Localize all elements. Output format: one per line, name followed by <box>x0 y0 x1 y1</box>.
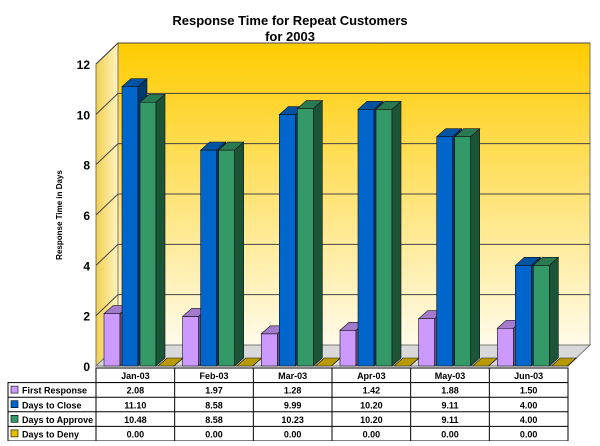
legend-label: Days to Approve <box>22 415 93 425</box>
bar-front <box>103 313 121 367</box>
y-tick-label: 4 <box>83 259 90 273</box>
data-label: 1.97 <box>205 386 223 396</box>
gridline <box>95 42 590 65</box>
data-label: 4.00 <box>520 400 538 410</box>
data-label: 8.58 <box>205 400 223 410</box>
x-tick-label: Mar-03 <box>278 371 307 381</box>
bar-front <box>497 327 514 367</box>
bar-front <box>297 108 314 367</box>
y-tick-label: 6 <box>83 209 90 223</box>
legend-swatch <box>10 400 19 409</box>
gridline <box>95 294 590 317</box>
bar <box>550 357 578 367</box>
bar-front <box>357 109 375 367</box>
bar-top <box>357 101 384 110</box>
data-label: 9.11 <box>441 415 458 425</box>
bar-front <box>279 114 296 367</box>
legend-swatch <box>10 414 19 423</box>
bar-front <box>418 318 435 367</box>
bar-side <box>549 256 559 367</box>
data-label: 2.08 <box>127 386 145 396</box>
bar-front <box>261 333 278 367</box>
bar <box>375 100 402 367</box>
bar-top <box>139 93 166 103</box>
data-label: 11.10 <box>124 400 146 410</box>
bar-top <box>296 100 324 109</box>
data-label: 10.23 <box>281 415 304 425</box>
bar-top <box>550 357 578 367</box>
data-label: 1.88 <box>441 386 459 396</box>
y-tick-label: 0 <box>83 360 90 374</box>
data-label: 9.99 <box>284 400 302 410</box>
data-label: 0.00 <box>363 430 381 440</box>
y-tick-label: 12 <box>77 58 91 72</box>
bar-front <box>182 316 199 367</box>
bar-top <box>514 257 542 266</box>
bar-front <box>454 136 471 367</box>
bar-top <box>121 78 148 87</box>
legend-swatch <box>10 385 19 394</box>
bar-front <box>515 265 532 367</box>
bar-side <box>313 99 323 367</box>
gridline <box>95 243 590 266</box>
bar-front <box>533 265 550 367</box>
bar-top <box>435 128 463 138</box>
bar-top <box>532 257 560 266</box>
data-label: 10.48 <box>124 415 147 425</box>
bar-front <box>375 109 393 367</box>
data-label: 1.42 <box>363 386 381 396</box>
legend-label: First Response <box>22 386 87 396</box>
bar-front <box>339 329 357 367</box>
x-tick-label: May-03 <box>435 371 466 381</box>
data-label: 0.00 <box>441 430 459 440</box>
y-tick-label: 2 <box>83 310 90 324</box>
bar <box>296 99 324 367</box>
y-tick-label: 8 <box>83 159 90 173</box>
bar <box>532 256 560 367</box>
bar-side <box>234 141 244 367</box>
data-label: 0.00 <box>284 430 302 440</box>
data-label: 10.20 <box>360 415 383 425</box>
bar <box>217 141 245 367</box>
x-tick-label: Jun-03 <box>514 371 543 381</box>
data-label: 10.20 <box>360 400 383 410</box>
gridline <box>95 143 590 166</box>
x-tick-label: Feb-03 <box>199 371 228 381</box>
data-label: 8.58 <box>205 415 223 425</box>
data-label: 1.50 <box>520 386 538 396</box>
data-label: 4.00 <box>520 415 538 425</box>
bar-side <box>470 128 480 367</box>
x-tick-label: Apr-03 <box>357 371 386 381</box>
x-tick-label: Jan-03 <box>121 371 150 381</box>
bar-front <box>200 149 217 367</box>
data-label: 1.28 <box>284 386 302 396</box>
bar-front <box>436 136 453 367</box>
bar-top <box>217 141 245 151</box>
gridline <box>95 193 590 216</box>
bar <box>139 93 166 367</box>
bar-side <box>391 100 402 367</box>
data-label: 0.00 <box>205 430 223 440</box>
bar-top <box>453 128 481 138</box>
legend-label: Days to Deny <box>22 430 79 440</box>
bar-front <box>218 149 235 367</box>
bar-side <box>155 93 166 367</box>
bar-front <box>121 86 139 367</box>
y-axis-label: Response Time in Days <box>55 170 64 260</box>
legend-swatch <box>10 429 19 438</box>
bar <box>453 128 481 367</box>
chart-title-line1: Response Time for Repeat Customers <box>172 13 407 28</box>
data-label: 9.11 <box>441 400 458 410</box>
legend-label: Days to Close <box>22 400 82 410</box>
y-tick-label: 10 <box>77 108 91 122</box>
data-label: 0.00 <box>127 430 145 440</box>
bar-front <box>139 101 157 367</box>
gridline <box>95 92 590 115</box>
bar-top <box>199 141 227 151</box>
data-label: 0.00 <box>520 430 538 440</box>
chart-title-line2: for 2003 <box>265 29 315 44</box>
bar-top <box>375 101 402 110</box>
